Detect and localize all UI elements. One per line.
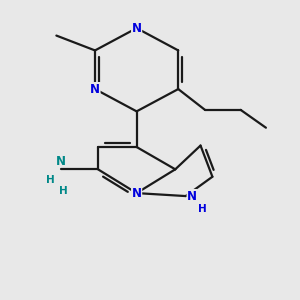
Text: N: N bbox=[132, 22, 142, 34]
Text: N: N bbox=[187, 190, 197, 202]
Text: N: N bbox=[56, 155, 66, 168]
Text: H: H bbox=[59, 186, 68, 196]
Text: N: N bbox=[132, 187, 142, 200]
Text: H: H bbox=[46, 175, 55, 185]
Text: H: H bbox=[198, 203, 206, 214]
Text: N: N bbox=[90, 82, 100, 96]
